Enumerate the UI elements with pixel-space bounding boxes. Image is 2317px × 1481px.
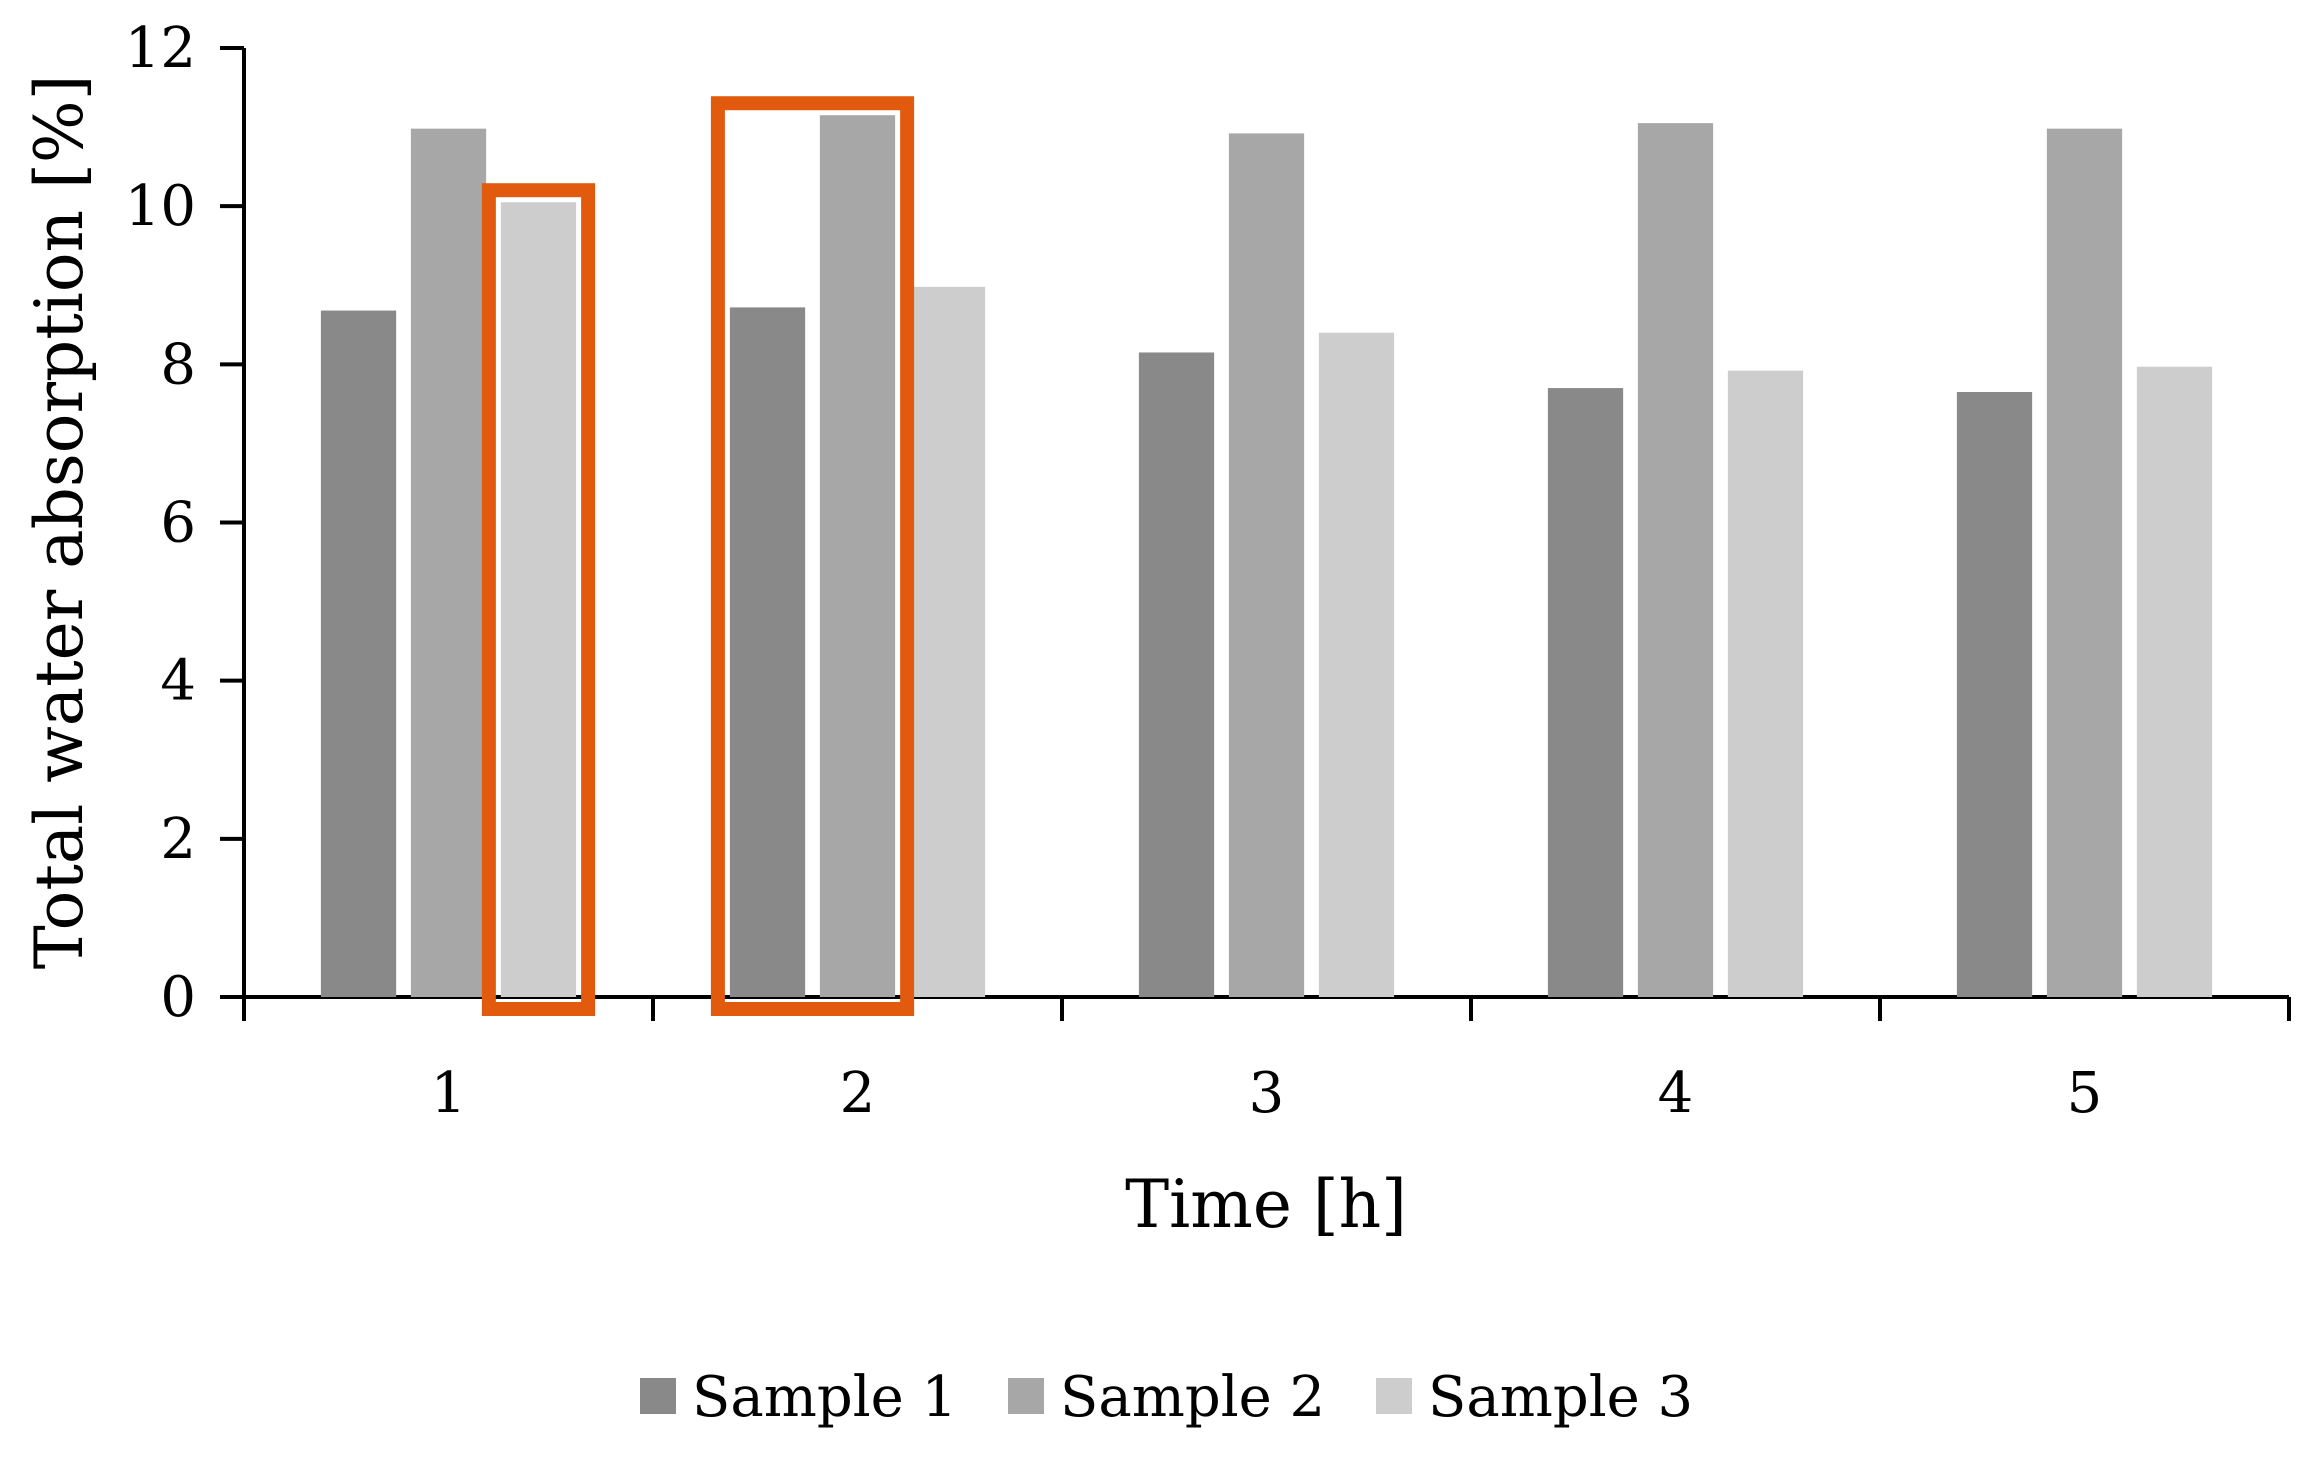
bar: [1956, 392, 2033, 997]
x-axis-title: Time [h]: [1125, 1166, 1407, 1243]
x-tick-label: 4: [1658, 1061, 1694, 1126]
bar: [500, 202, 577, 997]
bar: [1637, 123, 1714, 998]
bar: [729, 307, 806, 998]
bar: [2046, 128, 2123, 998]
bar: [320, 310, 397, 998]
legend-swatch: [1008, 1378, 1044, 1414]
y-tick-label: 10: [125, 174, 196, 239]
y-tick-label: 8: [160, 332, 196, 397]
x-tick-label: 3: [1249, 1061, 1285, 1126]
y-tick-label: 4: [160, 649, 196, 714]
bars: [320, 115, 2213, 998]
y-tick-label: 6: [160, 491, 196, 556]
legend-label: Sample 2: [1060, 1365, 1325, 1430]
x-tick-label: 1: [431, 1061, 467, 1126]
bar: [1727, 370, 1804, 997]
bar: [410, 128, 487, 998]
bar: [1228, 133, 1305, 997]
highlight-box: [710, 96, 915, 1017]
y-ticks: 0 2 4 6 8 10 12: [125, 16, 244, 1030]
legend-label: Sample 1: [692, 1365, 957, 1430]
legend-swatch: [640, 1378, 676, 1414]
legend: Sample 1 Sample 2 Sample 3: [640, 1365, 1693, 1430]
y-tick-label: 2: [160, 807, 196, 872]
highlight-box: [481, 183, 596, 1016]
bar: [1138, 352, 1215, 997]
highlight-boxes: [481, 96, 915, 1017]
bar: [1318, 332, 1395, 997]
x-tick-label: 2: [840, 1061, 876, 1126]
y-axis-title: Total water absorption [%]: [21, 75, 98, 970]
bar: [2136, 366, 2213, 998]
bar: [819, 115, 896, 998]
y-tick-label: 0: [160, 965, 196, 1030]
bar: [909, 286, 986, 997]
x-tick-label: 5: [2067, 1061, 2103, 1126]
bar: [1547, 388, 1624, 997]
legend-swatch: [1376, 1378, 1412, 1414]
x-ticks: 1 2 3 4 5: [242, 997, 2291, 1126]
legend-label: Sample 3: [1428, 1365, 1693, 1430]
y-tick-label: 12: [125, 16, 196, 81]
